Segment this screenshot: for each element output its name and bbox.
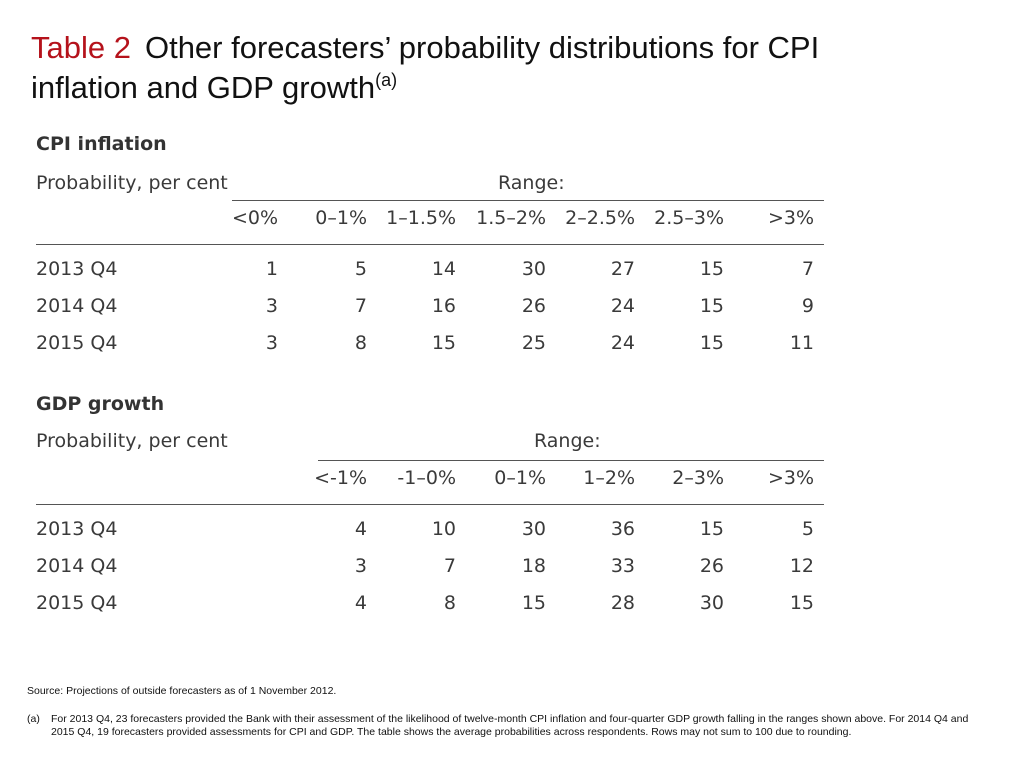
gdp-range-rule [318,460,824,461]
cpi-section: CPI inflation Probability, per cent Rang… [36,133,826,363]
table-cell: 4 [354,518,367,540]
table-cell: 25 [521,332,546,354]
table-cell: 7 [801,258,814,280]
table-row: 2013 Q4 4 10 30 36 15 5 [36,518,826,548]
cpi-prob-label: Probability, per cent [36,172,228,194]
gdp-column-header: -1–0% [397,467,456,489]
table-row: 2015 Q4 3 8 15 25 24 15 11 [36,332,826,362]
cpi-column-header: 2.5–3% [654,207,724,229]
footnote-text: For 2013 Q4, 23 forecasters provided the… [51,713,969,738]
table-cell: 10 [431,518,456,540]
row-label: 2013 Q4 [36,258,118,280]
gdp-column-header: 2–3% [672,467,724,489]
gdp-range-label: Range: [534,430,601,452]
table-cell: 36 [610,518,635,540]
table-cell: 26 [699,555,724,577]
cpi-range-label: Range: [498,172,565,194]
table-cell: 15 [699,295,724,317]
table-cell: 30 [521,518,546,540]
table-cell: 12 [789,555,814,577]
cpi-heading: CPI inflation [36,133,167,155]
table-cell: 3 [265,332,278,354]
table-cell: 8 [354,332,367,354]
row-label: 2015 Q4 [36,592,118,614]
cpi-header-rule [36,244,824,245]
table-cell: 3 [265,295,278,317]
table-cell: 18 [521,555,546,577]
table-cell: 7 [354,295,367,317]
table-cell: 4 [354,592,367,614]
cpi-column-header: <0% [231,207,278,229]
gdp-column-header: >3% [767,467,814,489]
page-title: Table 2 Other forecasters’ probability di… [31,28,931,108]
cpi-column-header: 2–2.5% [565,207,635,229]
row-label: 2014 Q4 [36,555,118,577]
table-cell: 11 [789,332,814,354]
table-cell: 30 [699,592,724,614]
cpi-column-headers: <0% 0–1% 1–1.5% 1.5–2% 2–2.5% 2.5–3% >3% [36,207,826,237]
cpi-column-header: 1.5–2% [476,207,546,229]
cpi-column-header: 0–1% [315,207,367,229]
table-cell: 14 [431,258,456,280]
row-label: 2013 Q4 [36,518,118,540]
table-cell: 28 [610,592,635,614]
gdp-header-rule [36,504,824,505]
gdp-prob-label: Probability, per cent [36,430,228,452]
row-label: 2014 Q4 [36,295,118,317]
table-cell: 8 [443,592,456,614]
table-cell: 15 [699,518,724,540]
table-cell: 15 [431,332,456,354]
cpi-column-header: 1–1.5% [386,207,456,229]
table-cell: 30 [521,258,546,280]
table-row: 2014 Q4 3 7 16 26 24 15 9 [36,295,826,325]
source-note: Source: Projections of outside forecaste… [27,685,337,697]
gdp-column-headers: <-1% -1–0% 0–1% 1–2% 2–3% >3% [36,467,826,497]
table-cell: 7 [443,555,456,577]
table-cell: 15 [789,592,814,614]
table-cell: 15 [699,258,724,280]
table-row: 2015 Q4 4 8 15 28 30 15 [36,592,826,622]
gdp-section: GDP growth Probability, per cent Range: … [36,393,826,623]
table-cell: 5 [801,518,814,540]
cpi-range-rule [232,200,824,201]
gdp-column-header: 0–1% [494,467,546,489]
table-cell: 24 [610,332,635,354]
table-row: 2013 Q4 1 5 14 30 27 15 7 [36,258,826,288]
table-cell: 24 [610,295,635,317]
cpi-column-header: >3% [767,207,814,229]
table-cell: 26 [521,295,546,317]
footnote-mark: (a) [27,713,40,725]
table-cell: 33 [610,555,635,577]
table-cell: 27 [610,258,635,280]
table-cell: 16 [431,295,456,317]
row-label: 2015 Q4 [36,332,118,354]
table-cell: 5 [354,258,367,280]
gdp-heading: GDP growth [36,393,165,415]
table-number: Table 2 [31,30,131,65]
table-cell: 15 [699,332,724,354]
title-text: Other forecasters’ probability distribut… [31,30,820,105]
table-cell: 15 [521,592,546,614]
title-footnote-ref: (a) [375,70,398,90]
table-cell: 1 [265,258,278,280]
table-row: 2014 Q4 3 7 18 33 26 12 [36,555,826,585]
table-cell: 9 [801,295,814,317]
gdp-column-header: <-1% [314,467,367,489]
table-cell: 3 [354,555,367,577]
gdp-column-header: 1–2% [583,467,635,489]
